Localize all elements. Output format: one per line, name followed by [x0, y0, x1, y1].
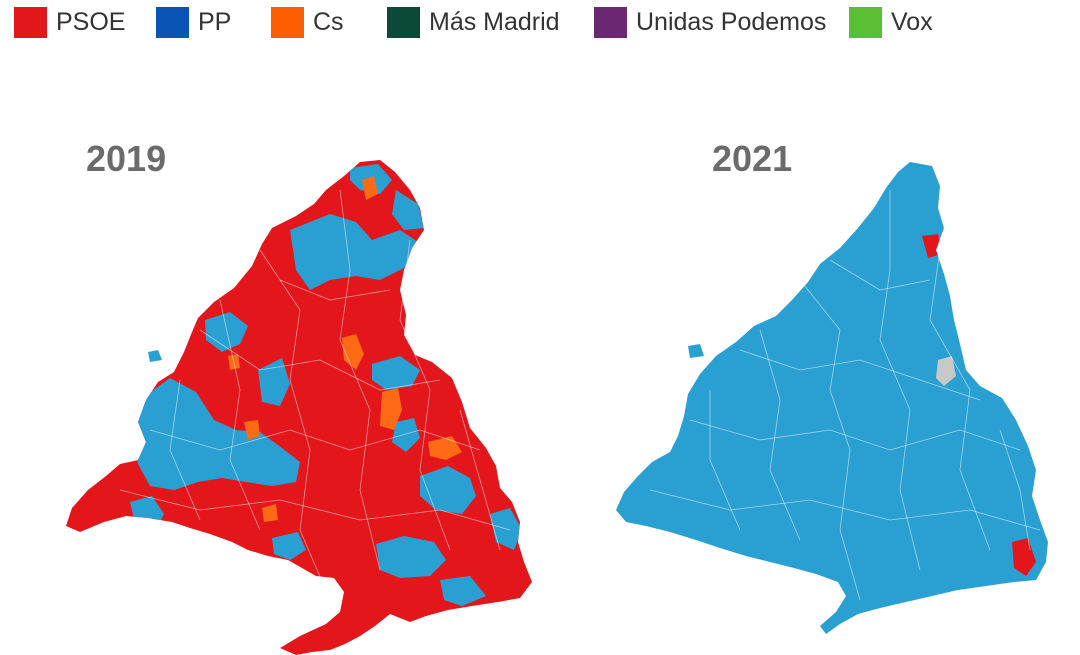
- area-pp-east-small-2019: [392, 418, 420, 452]
- legend-swatch-pp: [156, 6, 189, 38]
- legend-label-unidas-podemos: Unidas Podemos: [636, 7, 827, 36]
- legend-item-psoe: PSOE: [14, 6, 125, 38]
- legend-swatch-mas-madrid: [387, 6, 420, 38]
- map-2019: [66, 160, 532, 655]
- map-year-2021: 2021: [712, 138, 793, 179]
- legend-swatch-psoe: [14, 6, 47, 38]
- legend-label-vox: Vox: [891, 7, 933, 36]
- map-year-2019: 2019: [86, 138, 167, 179]
- legend-item-cs: Cs: [271, 6, 344, 38]
- area-pp-southeast-2019: [420, 466, 476, 514]
- legend-item-vox: Vox: [849, 6, 933, 38]
- map-panel-2019: 2019: [0, 130, 540, 655]
- legend-swatch-unidas-podemos: [594, 6, 627, 38]
- area-pp-northwest-2019: [205, 312, 248, 352]
- legend-swatch-cs: [271, 6, 304, 38]
- area-psoe-southeast-2021: [1012, 538, 1036, 576]
- legend-swatch-vox: [849, 6, 882, 38]
- area-pp-south-small-2019: [272, 532, 306, 560]
- area-cs-north-2019: [362, 176, 378, 200]
- legend-label-psoe: PSOE: [56, 7, 126, 36]
- area-cs-west-2019: [244, 420, 260, 440]
- enclave-2019: [148, 350, 162, 362]
- legend-item-mas-madrid: Más Madrid: [387, 6, 560, 38]
- legend-label-mas-madrid: Más Madrid: [429, 7, 560, 36]
- area-cs-south-2019: [262, 504, 278, 522]
- area-cs-central-east-2019: [380, 388, 402, 430]
- legend-item-pp: PP: [156, 6, 231, 38]
- area-cs-east-2019: [428, 436, 462, 460]
- area-pp-south-2019: [376, 536, 446, 578]
- area-pp-north-2019: [290, 214, 418, 290]
- area-pp-base-2021: [616, 162, 1048, 634]
- enclave-2021: [688, 344, 704, 358]
- area-no-data-2021: [936, 356, 956, 386]
- legend: PSOE PP Cs Más Madrid Unidas Podemos Vox: [0, 0, 1080, 44]
- municipality-borders-2021: [649, 190, 1041, 601]
- area-pp-central-east-2019: [372, 356, 420, 390]
- legend-label-pp: PP: [198, 7, 232, 36]
- map-panel-2021: 2021: [540, 130, 1080, 655]
- area-pp-central-west-2019: [258, 358, 290, 406]
- map-2021: [616, 162, 1048, 634]
- area-cs-central-2019: [342, 334, 364, 370]
- legend-item-unidas-podemos: Unidas Podemos: [594, 6, 826, 38]
- area-pp-south-east-tip-2019: [440, 576, 486, 606]
- legend-label-cs: Cs: [313, 7, 344, 36]
- area-pp-northeast-2019: [392, 190, 424, 230]
- area-pp-west-2019: [132, 378, 300, 490]
